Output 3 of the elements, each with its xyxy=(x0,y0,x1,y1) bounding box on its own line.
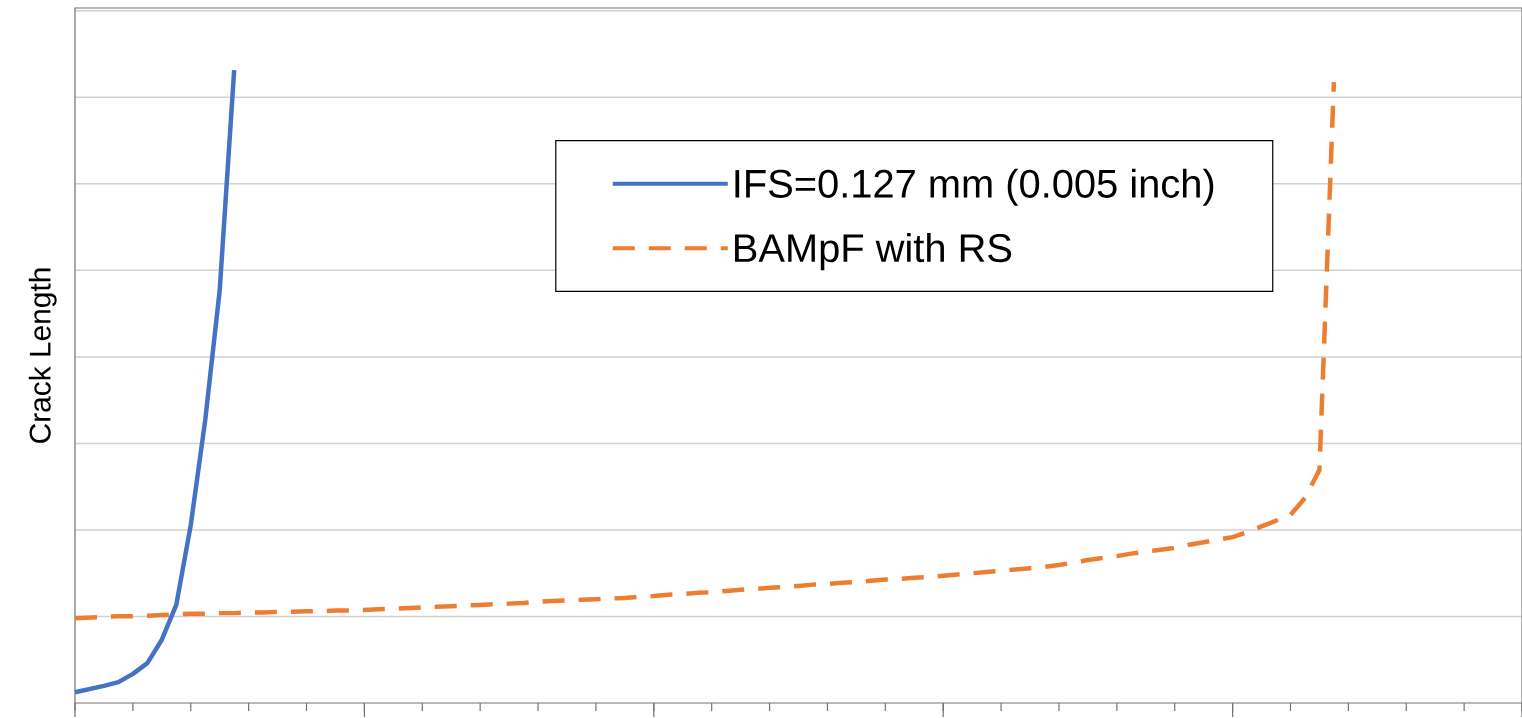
legend-label: BAMpF with RS xyxy=(735,232,1012,271)
y-axis-title: Crack Length xyxy=(28,268,57,443)
legend-label: IFS=0.127 mm (0.005 inch) xyxy=(735,168,1214,206)
